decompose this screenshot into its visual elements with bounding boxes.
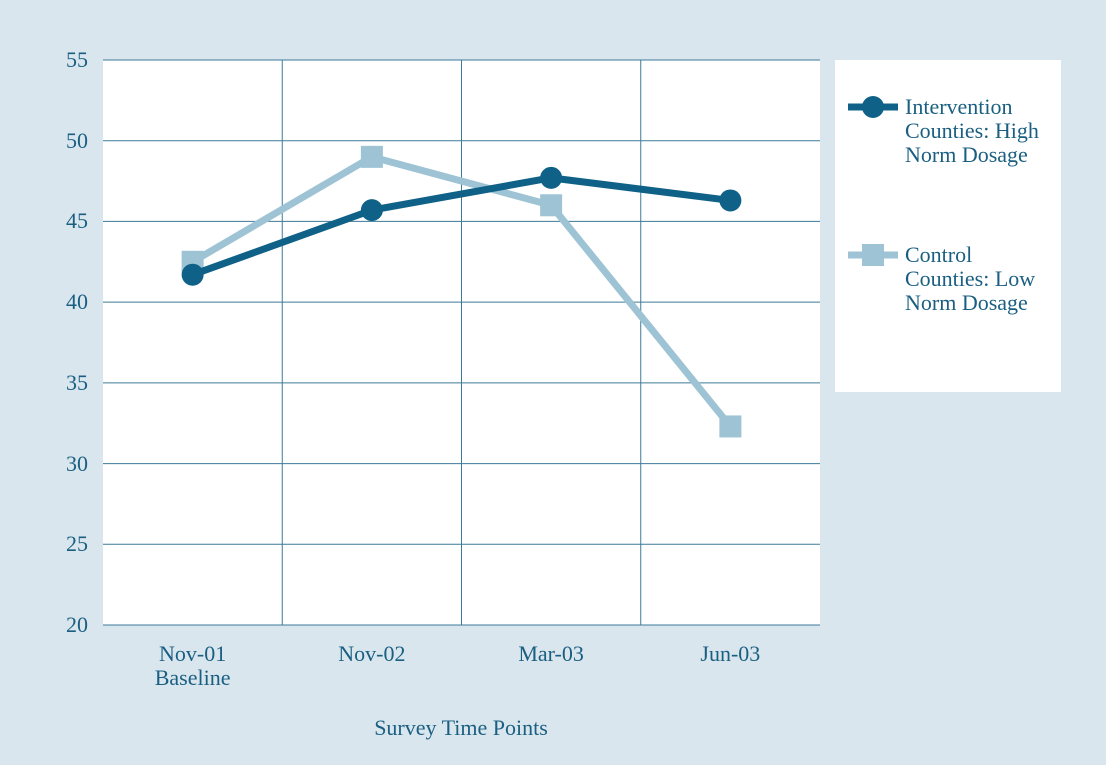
x-tick-label: Jun-03 <box>700 641 761 666</box>
series-line <box>191 174 731 278</box>
point <box>540 194 563 217</box>
y-tick-label: 50 <box>66 127 88 153</box>
x-tick-label: Nov-02 <box>338 641 406 666</box>
legend-marker <box>862 244 884 266</box>
legend-label: Intervention Counties: High Norm Dosage <box>905 94 1039 167</box>
x-axis-title: Survey Time Points <box>374 715 548 740</box>
series-line <box>190 153 734 429</box>
point <box>360 199 383 222</box>
y-tick-label: 40 <box>66 289 88 315</box>
y-tick-label: 20 <box>66 612 88 637</box>
x-tick-label: Nov-01 Baseline <box>154 641 231 690</box>
point <box>540 166 563 189</box>
legend-label: Control Counties: Low Norm Dosage <box>905 242 1036 315</box>
point <box>719 415 742 438</box>
point <box>360 145 383 168</box>
y-tick-label: 45 <box>66 208 88 234</box>
point <box>181 263 204 286</box>
y-tick-label: 30 <box>66 450 88 476</box>
y-tick-label: 55 <box>66 47 88 72</box>
y-tick-label: 35 <box>66 369 88 395</box>
y-tick-label: 25 <box>66 531 88 557</box>
point <box>719 189 742 212</box>
legend-marker <box>862 96 884 118</box>
x-tick-label: Mar-03 <box>518 641 584 666</box>
